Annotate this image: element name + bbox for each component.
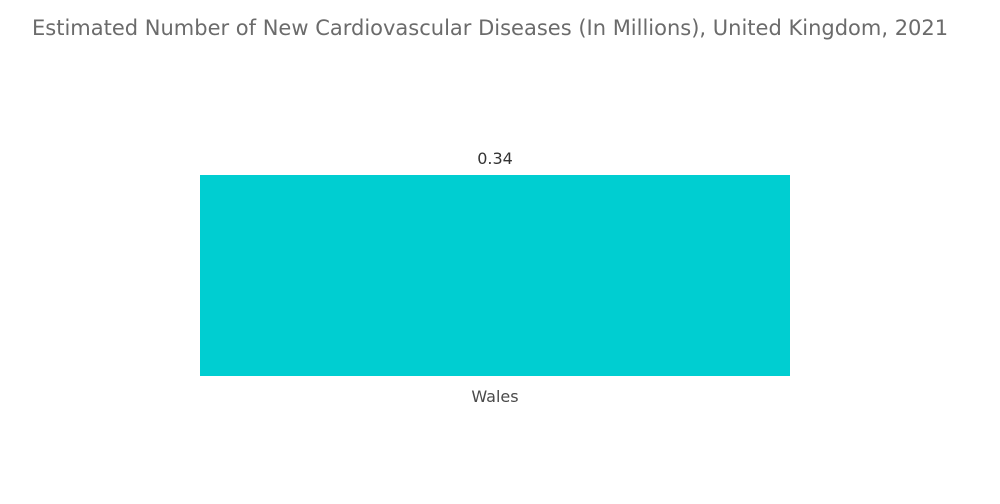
bar-wales [200, 175, 790, 376]
x-tick-label: Wales [471, 387, 518, 406]
data-label: 0.34 [477, 149, 513, 168]
chart-title: Estimated Number of New Cardiovascular D… [32, 16, 949, 40]
